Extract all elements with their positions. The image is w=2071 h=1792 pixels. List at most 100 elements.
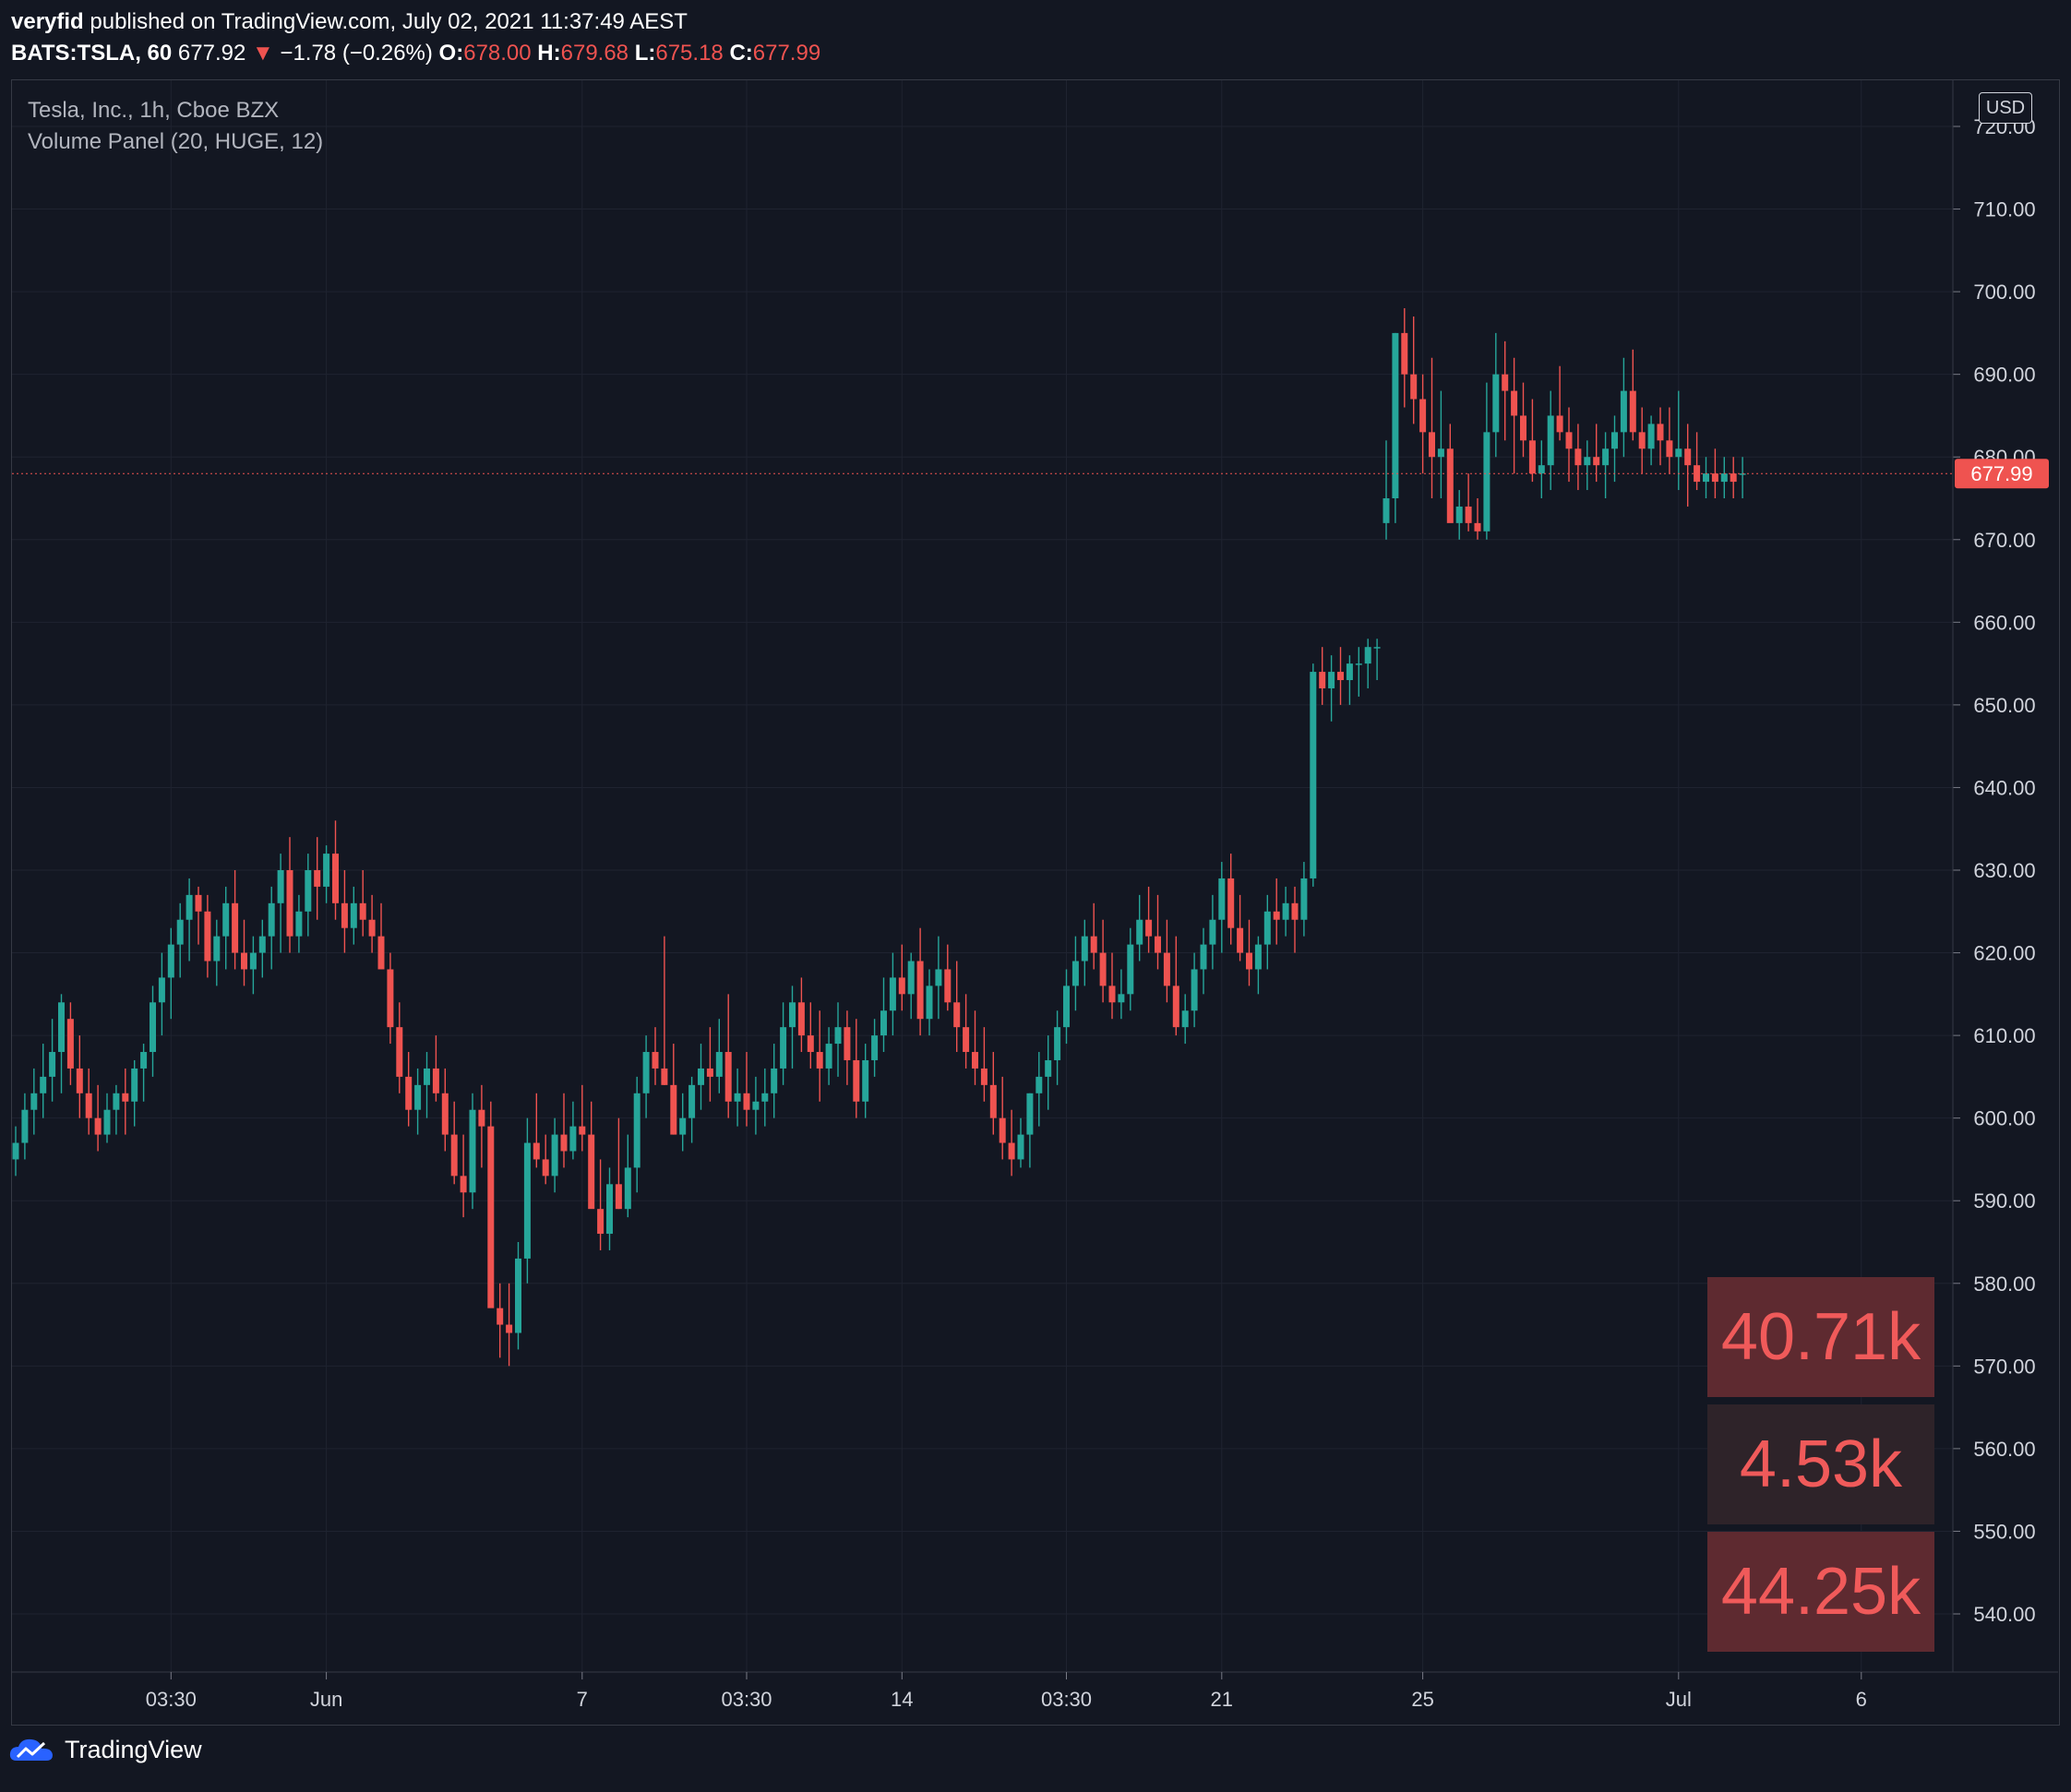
candle bbox=[66, 1002, 74, 1085]
candle-body bbox=[999, 1117, 1006, 1143]
candle-body bbox=[1008, 1142, 1015, 1160]
candle-body bbox=[916, 961, 924, 1020]
candle bbox=[916, 927, 924, 1036]
candle-body bbox=[1684, 448, 1692, 466]
candle bbox=[58, 994, 65, 1093]
candle bbox=[1703, 457, 1709, 498]
candle bbox=[999, 1076, 1006, 1160]
candle-body bbox=[30, 1093, 38, 1110]
candle bbox=[414, 1068, 422, 1135]
price-tag-text: 677.99 bbox=[1970, 462, 2032, 485]
x-tick-label: 6 bbox=[1856, 1688, 1867, 1711]
candle bbox=[953, 961, 961, 1053]
price-change: −1.78 (−0.26%) bbox=[280, 41, 433, 66]
candle bbox=[1163, 919, 1170, 1003]
candle bbox=[1392, 332, 1399, 523]
candle bbox=[1237, 894, 1244, 962]
candle bbox=[816, 1010, 823, 1102]
author-name[interactable]: veryfid bbox=[11, 9, 84, 34]
candle bbox=[1694, 432, 1701, 491]
candle bbox=[1520, 382, 1526, 458]
candle bbox=[1108, 952, 1116, 1020]
candle bbox=[1090, 902, 1097, 970]
price-axis[interactable]: 720.00710.00700.00690.00680.00670.00660.… bbox=[1952, 80, 2036, 1672]
candle-body bbox=[816, 1052, 823, 1069]
candle bbox=[1227, 854, 1235, 945]
candle-body bbox=[1574, 448, 1582, 466]
candle bbox=[332, 820, 339, 920]
candle bbox=[1155, 894, 1161, 970]
candle-body bbox=[771, 1068, 778, 1093]
candle bbox=[1373, 639, 1381, 681]
candle bbox=[698, 1044, 704, 1110]
y-tick-label: 570.00 bbox=[1973, 1355, 2035, 1378]
candle-body bbox=[1181, 1010, 1189, 1028]
candle bbox=[1720, 457, 1728, 498]
candle bbox=[1502, 340, 1509, 441]
candle bbox=[834, 1002, 842, 1077]
candle-body bbox=[103, 1109, 111, 1135]
candle-body bbox=[1547, 415, 1554, 466]
chart-title[interactable]: Tesla, Inc., 1h, Cboe BZX bbox=[28, 98, 280, 123]
candle bbox=[935, 936, 942, 1020]
candle bbox=[1136, 894, 1143, 962]
candle bbox=[1291, 886, 1299, 953]
y-tick-label: 650.00 bbox=[1973, 694, 2035, 717]
candle-body bbox=[642, 1052, 650, 1093]
last-price: 677.92 bbox=[177, 41, 246, 66]
candle-body bbox=[314, 870, 321, 887]
candle-body bbox=[478, 1109, 485, 1127]
candle bbox=[314, 837, 321, 920]
candle bbox=[1282, 886, 1289, 937]
candle bbox=[85, 1068, 92, 1135]
down-arrow-icon: ▼ bbox=[251, 41, 274, 66]
candle bbox=[1273, 878, 1280, 945]
candle bbox=[213, 919, 221, 986]
candle bbox=[1263, 894, 1271, 970]
candle-body bbox=[1565, 432, 1573, 449]
candle-body bbox=[1282, 902, 1289, 920]
currency-button[interactable]: USD bbox=[1979, 92, 2032, 124]
candle-body bbox=[1364, 647, 1371, 664]
y-tick-label: 610.00 bbox=[1973, 1024, 2035, 1047]
candle-body bbox=[1703, 473, 1709, 483]
candle bbox=[533, 1093, 540, 1168]
candle-body bbox=[588, 1134, 595, 1210]
candle bbox=[1355, 647, 1362, 697]
candle-body bbox=[606, 1184, 613, 1235]
candle-body bbox=[1200, 944, 1207, 970]
candle-body bbox=[341, 902, 348, 928]
candle-body bbox=[670, 1084, 677, 1135]
candle-body bbox=[579, 1126, 586, 1135]
candle-body bbox=[926, 986, 933, 1020]
open-value: 678.00 bbox=[463, 41, 532, 66]
candle-body bbox=[834, 1027, 842, 1045]
candle-body bbox=[1373, 647, 1381, 649]
time-axis[interactable]: 03:30 Jun 7 03:30 14 03:30 21 25 Jul 6 bbox=[12, 1671, 2058, 1711]
indicator-label[interactable]: Volume Panel (20, HUGE, 12) bbox=[28, 129, 324, 154]
candle bbox=[295, 894, 303, 953]
candle bbox=[1181, 994, 1189, 1045]
candle-body bbox=[49, 1052, 56, 1077]
candle bbox=[387, 952, 394, 1045]
candle-body bbox=[907, 961, 915, 995]
y-tick-label: 710.00 bbox=[1973, 198, 2035, 221]
candle-body bbox=[1127, 944, 1134, 995]
candle bbox=[506, 1283, 513, 1367]
candle bbox=[1602, 432, 1610, 498]
candle-body bbox=[1054, 1027, 1061, 1060]
low-label: L: bbox=[634, 41, 656, 66]
candle bbox=[1218, 862, 1226, 953]
low-value: 675.18 bbox=[655, 41, 724, 66]
candle bbox=[825, 1027, 832, 1085]
candle-body bbox=[1492, 374, 1500, 433]
candle-body bbox=[679, 1117, 687, 1135]
candle-body bbox=[761, 1093, 769, 1102]
candle bbox=[1446, 424, 1454, 523]
candle bbox=[176, 902, 184, 978]
tradingview-brand[interactable]: TradingView bbox=[65, 1735, 202, 1763]
tradingview-logo-icon[interactable] bbox=[9, 1735, 55, 1764]
candle bbox=[1620, 357, 1627, 458]
candle bbox=[1026, 1093, 1034, 1168]
